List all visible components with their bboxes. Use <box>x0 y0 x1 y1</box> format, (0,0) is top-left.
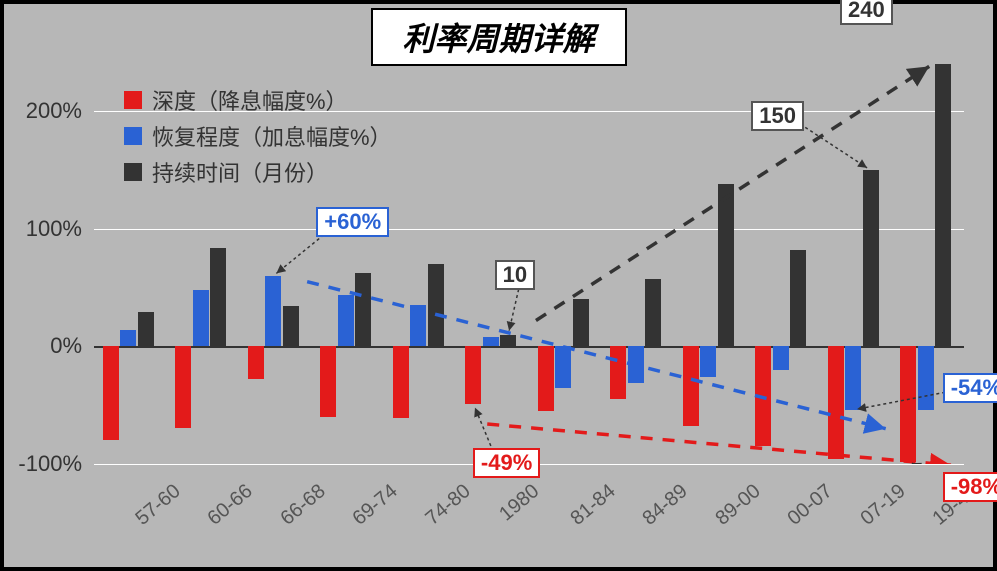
annotation-arrow <box>475 408 493 452</box>
legend: 深度（降息幅度%） 恢复程度（加息幅度%） 持续时间（月份） <box>124 84 392 192</box>
x-axis-label: 1980 <box>495 480 544 526</box>
legend-swatch <box>124 127 142 145</box>
bar-duration <box>355 273 371 346</box>
bar-depth <box>248 346 264 379</box>
bar-recovery <box>265 276 281 347</box>
bar-duration <box>935 64 951 346</box>
bar-duration <box>428 264 444 346</box>
legend-label: 恢复程度（加息幅度%） <box>152 120 392 152</box>
bar-duration <box>718 184 734 346</box>
bar-duration <box>863 170 879 346</box>
annotation-label: 10 <box>495 260 535 290</box>
legend-item: 持续时间（月份） <box>124 156 392 188</box>
bar-depth <box>683 346 699 426</box>
bar-duration <box>283 306 299 346</box>
bar-depth <box>828 346 844 459</box>
bar-depth <box>175 346 191 427</box>
bar-duration <box>500 335 516 347</box>
bar-recovery <box>120 330 136 346</box>
annotation-label: -54% <box>943 373 997 403</box>
bar-recovery <box>628 346 644 382</box>
annotation-arrow <box>800 124 867 168</box>
bar-depth <box>755 346 771 446</box>
x-axis-label: 74-80 <box>421 480 475 531</box>
annotation-arrow <box>509 289 519 331</box>
x-axis-label: 69-74 <box>349 480 403 531</box>
bar-recovery <box>773 346 789 370</box>
legend-label: 深度（降息幅度%） <box>152 84 348 116</box>
x-axis-label: 66-68 <box>276 480 330 531</box>
y-axis-label: 0% <box>50 333 82 359</box>
y-axis-label: -100% <box>18 451 82 477</box>
x-axis-label: 57-60 <box>131 480 185 531</box>
y-axis-label: 200% <box>26 98 82 124</box>
bar-depth <box>103 346 119 440</box>
bar-duration <box>210 248 226 347</box>
legend-item: 深度（降息幅度%） <box>124 84 392 116</box>
x-axis-label: 89-00 <box>711 480 765 531</box>
x-axis-label: 84-89 <box>639 480 693 531</box>
annotation-label: -49% <box>473 448 540 478</box>
annotation-label: +60% <box>316 207 389 237</box>
bar-recovery <box>845 346 861 410</box>
bar-depth <box>610 346 626 399</box>
x-axis-label: 07-19 <box>856 480 910 531</box>
chart-container: 利率周期详解 深度（降息幅度%） 恢复程度（加息幅度%） 持续时间（月份） -100… <box>0 0 997 571</box>
bar-depth <box>320 346 336 417</box>
bar-duration <box>790 250 806 346</box>
y-axis-label: 100% <box>26 216 82 242</box>
legend-swatch <box>124 91 142 109</box>
bar-recovery <box>483 337 499 346</box>
bar-recovery <box>700 346 716 377</box>
bar-recovery <box>918 346 934 410</box>
x-axis-label: 60-66 <box>204 480 258 531</box>
bar-depth <box>393 346 409 418</box>
annotation-label: 240 <box>840 0 893 25</box>
bar-depth <box>465 346 481 404</box>
chart-title: 利率周期详解 <box>370 8 626 66</box>
trend-line <box>487 424 951 464</box>
bar-recovery <box>555 346 571 387</box>
bar-duration <box>138 312 154 346</box>
legend-swatch <box>124 163 142 181</box>
gridline <box>94 229 964 230</box>
bar-recovery <box>193 290 209 346</box>
bar-recovery <box>410 305 426 346</box>
bar-duration <box>573 299 589 346</box>
annotation-label: 150 <box>751 101 804 131</box>
bar-recovery <box>338 295 354 347</box>
annotation-label: -98% <box>943 472 997 502</box>
bar-depth <box>538 346 554 411</box>
x-axis-label: 00-07 <box>784 480 838 531</box>
annotation-arrow <box>276 231 328 273</box>
bar-duration <box>645 279 661 346</box>
legend-label: 持续时间（月份） <box>152 156 328 188</box>
legend-item: 恢复程度（加息幅度%） <box>124 120 392 152</box>
bar-depth <box>900 346 916 461</box>
x-axis-label: 81-84 <box>566 480 620 531</box>
